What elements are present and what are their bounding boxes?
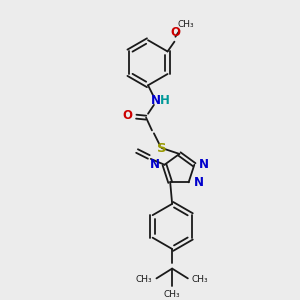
Text: N: N [199, 158, 209, 171]
Text: CH₃: CH₃ [136, 275, 152, 284]
Text: CH₃: CH₃ [177, 20, 194, 29]
Text: N: N [150, 158, 160, 171]
Text: N: N [151, 94, 161, 106]
Text: CH₃: CH₃ [192, 275, 208, 284]
Text: N: N [194, 176, 203, 189]
Text: O: O [122, 109, 132, 122]
Text: O: O [170, 26, 180, 39]
Text: H: H [160, 94, 169, 106]
Text: CH₃: CH₃ [164, 290, 181, 299]
Text: S: S [157, 142, 166, 154]
